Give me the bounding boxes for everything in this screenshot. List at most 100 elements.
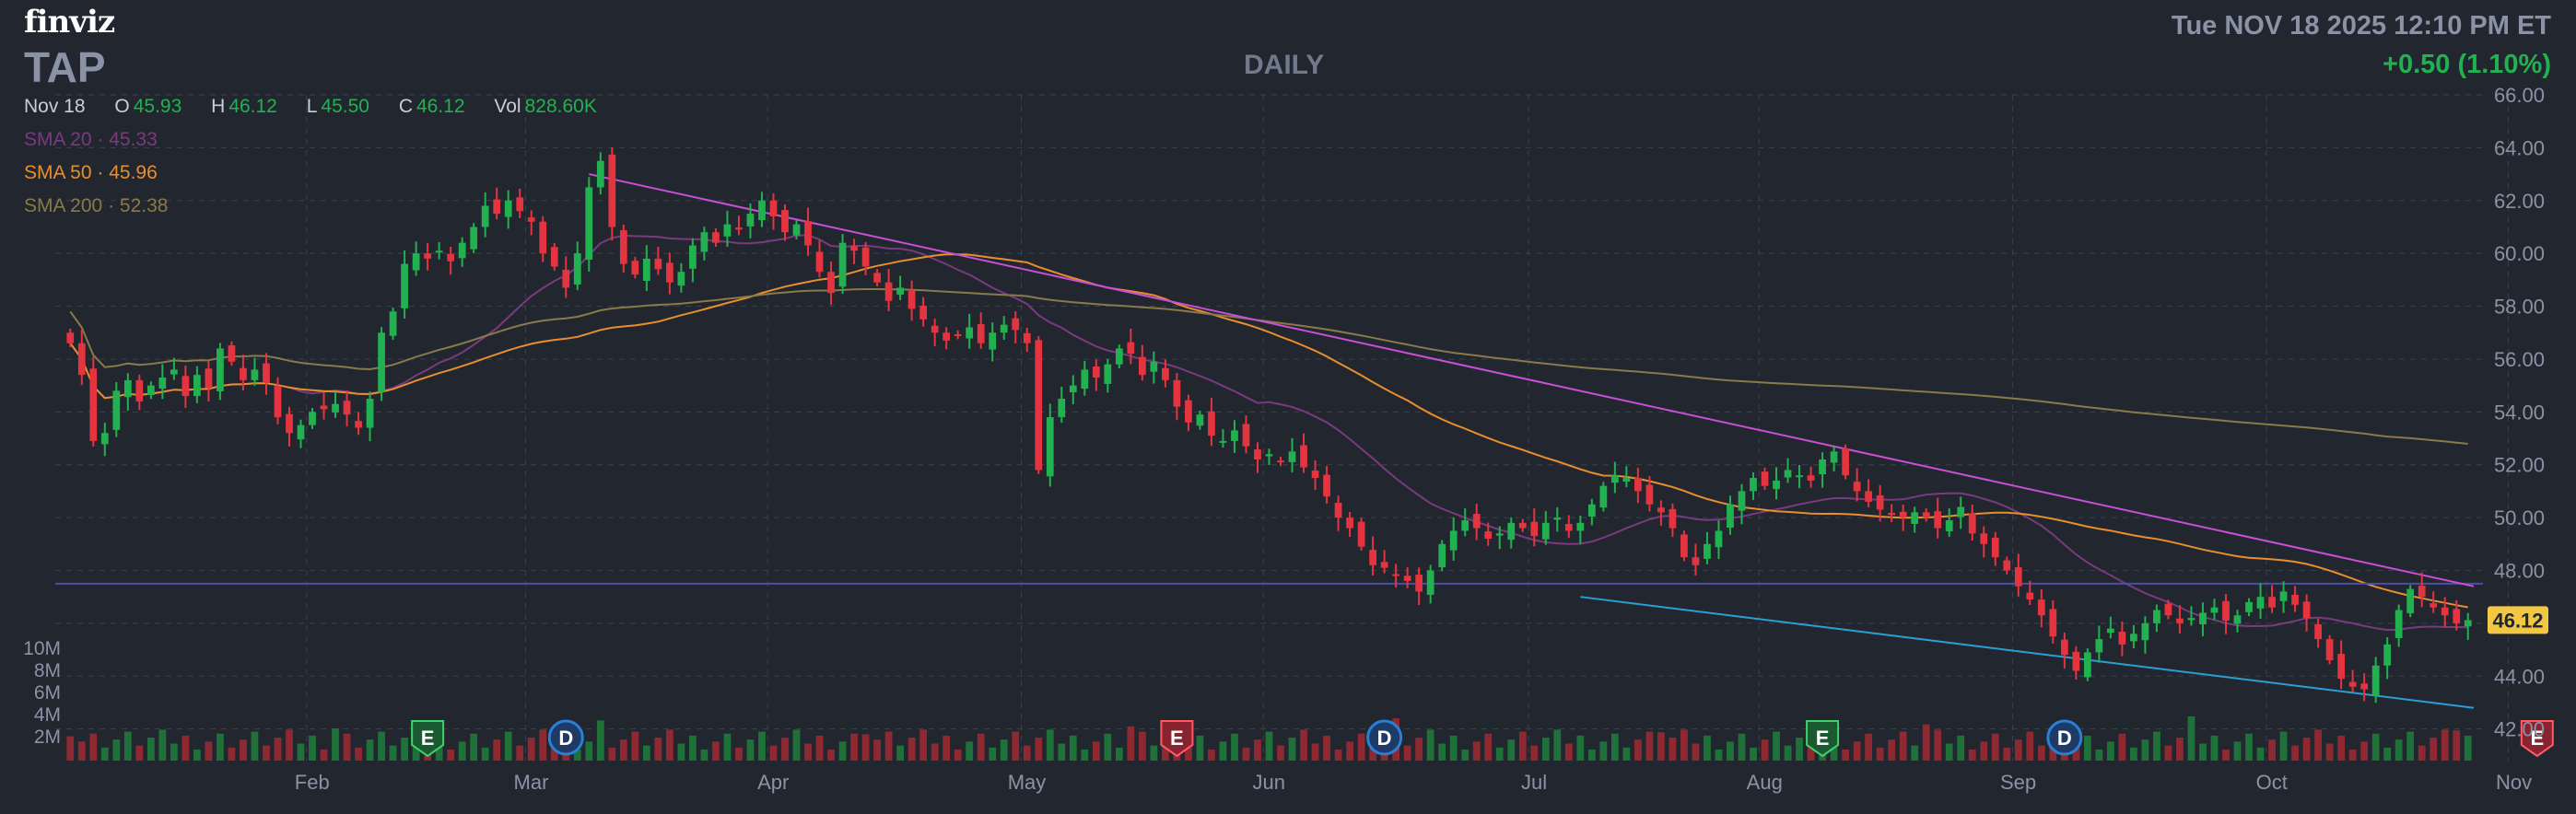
candle-body — [1219, 440, 1227, 443]
candle-body — [804, 221, 812, 246]
candle-body — [1023, 332, 1031, 343]
sma-20-line — [69, 234, 2468, 632]
price-change: +0.50 (1.10%) — [2383, 50, 2551, 79]
volume-bar — [1438, 743, 1446, 761]
candle-body — [1819, 459, 1826, 475]
volume-bar — [907, 738, 916, 761]
candle-body — [1069, 385, 1077, 393]
volume-bar — [1023, 745, 1031, 761]
candle-body — [539, 221, 547, 254]
x-tick-label: Nov — [2496, 771, 2532, 794]
candle-body — [2395, 610, 2403, 638]
candle-body — [1461, 519, 1469, 531]
volume-bar — [1219, 741, 1227, 761]
volume-bar — [977, 733, 985, 761]
volume-bar — [1622, 747, 1631, 761]
candle-body — [838, 242, 847, 287]
x-tick-label: May — [1008, 771, 1047, 794]
volume-bar — [1415, 738, 1423, 761]
candle-body — [2118, 632, 2126, 645]
volume-bar — [1922, 724, 1930, 761]
volume-bar — [642, 745, 650, 761]
candle-body — [1092, 366, 1100, 378]
volume-bar — [769, 745, 778, 761]
candle-body — [631, 261, 639, 275]
candle-body — [1865, 491, 1873, 502]
volume-bar — [2106, 741, 2114, 761]
candle-body — [1830, 451, 1838, 463]
candle-body — [170, 369, 178, 375]
volume-bar — [2083, 735, 2091, 761]
candle-body — [2406, 588, 2415, 613]
x-tick-label: Oct — [2256, 771, 2288, 794]
candle-body — [286, 413, 293, 434]
volume-bar — [700, 750, 708, 761]
volume-bar — [1231, 733, 1238, 761]
finviz-logo[interactable]: finviz — [24, 4, 115, 41]
candle-body — [550, 247, 558, 267]
volume-bar — [1980, 741, 1988, 761]
candle-body — [1392, 574, 1400, 576]
candle-body — [135, 379, 144, 401]
sma-50-legend[interactable]: SMA 50 · 45.96 — [24, 162, 158, 184]
candle-body — [1899, 511, 1907, 518]
volume-bar — [1991, 733, 1999, 761]
volume-bar — [989, 747, 997, 761]
y-tick-label: 56.00 — [2494, 348, 2545, 371]
candle-body — [2141, 622, 2149, 641]
candle-body — [2176, 618, 2184, 623]
sma-200-value: 52.38 — [119, 195, 169, 216]
candle-body — [1934, 511, 1942, 529]
candle-body — [2210, 607, 2219, 613]
sma-20-legend[interactable]: SMA 20 · 45.33 — [24, 129, 158, 151]
candle-body — [263, 363, 270, 383]
candle-body — [966, 327, 974, 339]
volume-bar — [1127, 726, 1135, 761]
candle-body — [1761, 471, 1769, 486]
close-value: 46.12 — [416, 96, 465, 117]
ohlc-readout: Nov 18 O 45.93 H 46.12 L 45.50 C 46.12 Vol 82… — [24, 96, 597, 118]
volume-bar — [1300, 729, 1307, 761]
volume-bar — [378, 731, 385, 761]
volume-bar — [665, 729, 673, 761]
volume-bar — [2003, 747, 2011, 761]
volume-bar — [2176, 738, 2184, 761]
volume-bar — [1680, 729, 1688, 761]
volume-bar — [689, 735, 697, 761]
volume-bar — [1704, 735, 1711, 761]
volume-bar — [1761, 739, 1769, 761]
candle-body — [2003, 560, 2011, 571]
candle-body — [2348, 681, 2357, 687]
volume-bar — [470, 733, 478, 761]
candle-body — [2430, 603, 2438, 608]
volume-bar — [389, 745, 397, 761]
candle-body — [562, 269, 570, 288]
volume-bar — [320, 750, 328, 761]
volume-bar — [1853, 741, 1861, 761]
candle-body — [1000, 324, 1008, 333]
volume-bar — [1115, 747, 1123, 761]
candle-body — [320, 405, 328, 410]
candle-body — [481, 205, 489, 227]
candle-body — [2153, 610, 2160, 623]
volume-bar — [931, 743, 939, 761]
volume-bar — [2199, 743, 2207, 761]
event-marker-label: D — [2057, 727, 2072, 750]
candle-body — [1231, 430, 1238, 441]
volume-bar — [2383, 747, 2392, 761]
candle-body — [343, 401, 351, 415]
candle-body — [1911, 512, 1919, 524]
sma-lines — [69, 234, 2468, 632]
volume-bar — [1426, 729, 1434, 761]
candle-body — [1380, 562, 1388, 568]
sma-200-legend[interactable]: SMA 200 · 52.38 — [24, 195, 168, 217]
volume-bar — [1634, 739, 1642, 761]
candle-body — [2014, 567, 2022, 587]
volume-bar — [1138, 731, 1146, 761]
sma-20-label: SMA 20 — [24, 129, 92, 150]
volume-bar — [966, 741, 974, 761]
candle-body — [158, 378, 167, 390]
earnings-marker — [411, 720, 445, 758]
candle-body — [2199, 612, 2207, 625]
